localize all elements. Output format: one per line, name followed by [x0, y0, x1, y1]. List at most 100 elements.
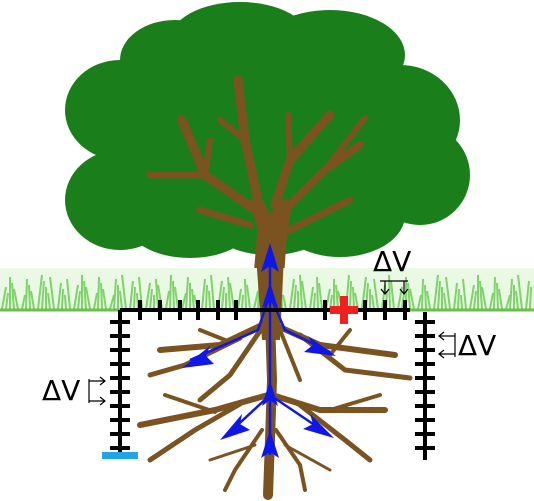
grass-blade: [421, 278, 424, 310]
grass-blade: [136, 292, 139, 310]
dv-top-indicator: [380, 280, 409, 295]
tree-trunk: [146, 75, 368, 301]
grass-blade: [109, 294, 115, 310]
grass-blade: [169, 274, 172, 310]
grass-blade: [460, 294, 463, 310]
grass-blade: [388, 274, 391, 310]
grass-blade: [41, 280, 45, 310]
grass-blade: [473, 290, 477, 310]
grass-blade: [208, 290, 211, 310]
grass-blade: [445, 276, 451, 310]
grass-blade: [121, 274, 127, 310]
grass-blade: [293, 284, 297, 310]
arrow-up-icon: [262, 282, 278, 308]
grass-blade: [237, 288, 242, 310]
dv-right-label: ΔV: [458, 329, 497, 362]
grass-blade: [443, 292, 447, 310]
dv-right-indicator: [438, 331, 456, 359]
tree-canopy: [65, 2, 470, 258]
arrow-up-icon: [261, 243, 279, 272]
plus-electrode-icon: [330, 296, 358, 324]
grass-blade: [28, 284, 31, 310]
grass-blade: [316, 276, 319, 310]
grass-blade: [145, 282, 151, 310]
grass-blade: [100, 282, 103, 310]
grass-blade: [64, 294, 67, 310]
grass-blade: [525, 280, 530, 310]
grass-blade: [102, 288, 107, 310]
grass-blade: [205, 284, 208, 310]
grass-blade: [155, 278, 159, 310]
grass-blade: [496, 282, 499, 310]
grass-blade: [191, 288, 195, 310]
grass-blade: [11, 282, 15, 310]
grass-blade: [221, 286, 225, 310]
arrow-left-icon: [182, 346, 214, 368]
grass-blade: [515, 290, 519, 310]
grass-blade: [25, 278, 28, 310]
grass-blade: [457, 288, 460, 310]
grass-blade: [352, 286, 355, 310]
arrow-left-icon: [220, 414, 250, 440]
grass-blade: [241, 294, 244, 310]
grass-blade: [133, 286, 136, 310]
arrow-up-icon: [262, 380, 278, 406]
grass-blade: [181, 292, 187, 310]
grass-blade: [313, 292, 316, 310]
grass-blade: [409, 288, 415, 310]
grass-blade: [30, 290, 35, 310]
grass-blade: [61, 288, 64, 310]
grass-blade: [85, 286, 91, 310]
grass-blade: [433, 274, 439, 310]
grass-blade: [505, 294, 511, 310]
grass-blade: [49, 276, 55, 310]
grass-blade: [417, 294, 422, 310]
grass-blade: [113, 278, 117, 310]
grass-blade: [282, 294, 287, 310]
grass-blade: [83, 280, 87, 310]
grass-blade: [371, 294, 375, 310]
grass-blade: [493, 276, 496, 310]
arrow-up-icon: [261, 430, 279, 458]
grass-blade: [129, 280, 134, 310]
grass-blade: [453, 282, 458, 310]
dv-top-label: ΔV: [373, 245, 412, 278]
minus-electrode-icon: [102, 452, 138, 459]
grass-blade: [390, 280, 395, 310]
grass-blade: [469, 284, 475, 310]
grass-blade: [13, 288, 19, 310]
grass-blade: [299, 274, 303, 310]
grass-blade: [529, 286, 532, 310]
grass-blade: [1, 286, 7, 310]
dv-left-indicator: [88, 376, 106, 406]
grass-blade: [481, 286, 487, 310]
grass-blade: [424, 284, 427, 310]
grass-blade: [73, 284, 79, 310]
grass-blade: [246, 284, 251, 310]
grass-blade: [21, 294, 26, 310]
grass-blade: [335, 284, 339, 310]
tree-roots: [137, 315, 413, 500]
grass-blade: [517, 274, 523, 310]
current-arrowheads: [182, 243, 336, 458]
grass-blade: [244, 278, 247, 310]
grass-blade: [318, 282, 323, 310]
grass-blade: [97, 276, 100, 310]
grass-blade: [47, 292, 51, 310]
arrow-right-icon: [303, 414, 334, 438]
grass-blade: [479, 280, 483, 310]
grass-blade: [509, 278, 513, 310]
grass-blade: [489, 292, 494, 310]
grass-blade: [309, 286, 314, 310]
grass-blade: [93, 292, 98, 310]
dv-left-label: ΔV: [42, 374, 81, 407]
grass-blade: [57, 282, 62, 310]
grass-blade: [437, 280, 441, 310]
grass-blade: [301, 280, 307, 310]
grass-blade: [185, 276, 189, 310]
grass-blade: [77, 290, 81, 310]
grass-blade: [361, 276, 367, 310]
grass-blade: [172, 280, 175, 310]
grass-blade: [149, 288, 153, 310]
grass-blade: [373, 278, 379, 310]
